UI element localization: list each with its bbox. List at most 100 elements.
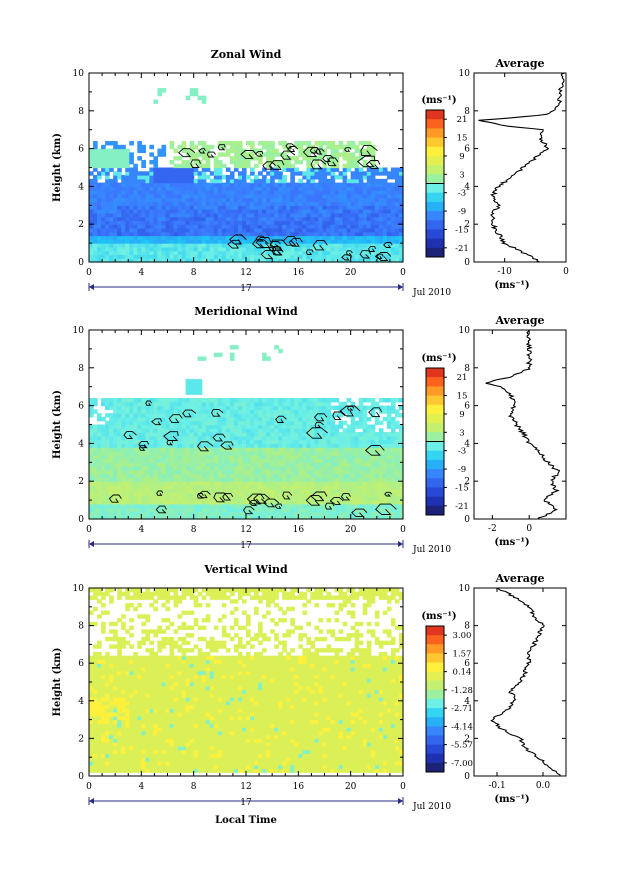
- heatmap-cell: [326, 432, 332, 437]
- heatmap-cell: [153, 450, 159, 456]
- heatmap-cell: [322, 405, 328, 410]
- heatmap-cell: [133, 492, 138, 497]
- heatmap-cell: [366, 492, 372, 497]
- heatmap-cell: [209, 186, 215, 191]
- heatmap-cell: [350, 481, 356, 486]
- heatmap-cell: [89, 235, 94, 240]
- heatmap-cell: [213, 190, 219, 195]
- heatmap-cell: [213, 473, 219, 479]
- heatmap-cell: [217, 167, 223, 172]
- heatmap-cell: [362, 163, 368, 169]
- heatmap-cell: [165, 458, 171, 463]
- heatmap-cell: [157, 492, 163, 497]
- heatmap-cell: [302, 201, 307, 206]
- heatmap-cell: [221, 197, 227, 203]
- heatmap-cell: [390, 466, 396, 471]
- heatmap-cell: [270, 212, 275, 218]
- heatmap-cell: [314, 503, 320, 509]
- x-tick-label: 16: [293, 268, 305, 278]
- heatmap-cell: [101, 190, 106, 195]
- heatmap-cell: [125, 488, 130, 494]
- heatmap-cell: [165, 216, 171, 222]
- heatmap-cell: [386, 246, 392, 252]
- heatmap-cell: [270, 141, 275, 146]
- heatmap-cell: [225, 216, 231, 222]
- heatmap-cell: [141, 450, 146, 456]
- heatmap-cell: [354, 205, 360, 210]
- heatmap-cell: [362, 224, 368, 229]
- heatmap-cell: [326, 454, 332, 460]
- heatmap-cell: [241, 175, 247, 180]
- heatmap-cell: [225, 182, 231, 187]
- heatmap-cell: [197, 216, 203, 222]
- heatmap-cell: [306, 156, 312, 161]
- heatmap-cell: [274, 148, 279, 153]
- heatmap-cell: [89, 424, 94, 429]
- heatmap-cell: [386, 462, 392, 467]
- heatmap-cell: [221, 254, 227, 259]
- heatmap-cell: [266, 500, 271, 505]
- heatmap-cell: [225, 239, 231, 244]
- heatmap-cell: [282, 409, 287, 414]
- heatmap-cell: [342, 193, 348, 199]
- heatmap-cell: [318, 209, 324, 214]
- heatmap-cell: [157, 201, 163, 206]
- heatmap-cell: [294, 507, 299, 513]
- heatmap-cell: [157, 167, 163, 172]
- heatmap-cell: [89, 182, 94, 187]
- heatmap-cell: [209, 432, 215, 437]
- heatmap-cell: [177, 488, 183, 494]
- heatmap-cell: [326, 507, 332, 513]
- contour-line: [155, 505, 167, 514]
- heatmap-cell: [294, 144, 299, 150]
- heatmap-cell: [370, 488, 376, 494]
- heatmap-cell: [346, 167, 352, 172]
- heatmap-cell: [314, 167, 320, 172]
- heatmap-cell: [290, 435, 295, 441]
- heatmap-cell: [266, 511, 271, 516]
- heatmap-cell: [258, 171, 263, 176]
- heatmap-cell: [105, 159, 110, 165]
- heatmap-cell: [97, 231, 102, 237]
- heatmap-cell: [330, 239, 336, 244]
- heatmap-cell: [266, 197, 271, 203]
- heatmap-cell: [278, 209, 283, 214]
- heatmap-cell: [322, 496, 328, 501]
- heatmap-cell: [125, 511, 130, 516]
- heatmap-cell: [370, 435, 376, 441]
- heatmap-cell: [117, 447, 122, 452]
- heatmap-cell: [278, 428, 283, 433]
- heatmap-cell: [185, 420, 191, 426]
- heatmap-cell: [89, 205, 94, 210]
- heatmap-cell: [133, 243, 138, 248]
- heatmap-cell: [358, 405, 364, 410]
- heatmap-cell: [113, 156, 118, 161]
- heatmap-cell: [121, 163, 126, 169]
- heatmap-cell: [290, 458, 295, 463]
- heatmap-cell: [93, 216, 98, 222]
- heatmap-cell: [294, 477, 299, 482]
- heatmap-cell: [374, 511, 380, 516]
- heatmap-cell: [378, 190, 384, 195]
- heatmap-cell: [246, 163, 251, 169]
- heatmap-cell: [93, 239, 98, 244]
- heatmap-cell: [105, 227, 110, 233]
- heatmap-cell: [181, 209, 187, 214]
- x-tick-label: 4: [138, 268, 144, 278]
- heatmap-cell: [109, 246, 114, 252]
- heatmap-cell: [378, 182, 384, 187]
- heatmap-cell: [137, 178, 142, 184]
- heatmap-cell: [217, 511, 223, 516]
- heatmap-cell: [205, 454, 211, 460]
- heatmap-cell: [193, 205, 199, 210]
- heatmap-cell: [205, 443, 211, 448]
- heatmap-cell: [233, 439, 239, 444]
- heatmap-cell: [117, 477, 122, 482]
- heatmap-cell: [165, 428, 171, 433]
- heatmap-cell: [89, 156, 94, 161]
- heatmap-cell: [394, 432, 400, 437]
- heatmap-cell: [161, 246, 167, 252]
- heatmap-cell: [314, 227, 320, 233]
- heatmap-cell: [274, 186, 279, 191]
- heatmap-cell: [286, 500, 291, 505]
